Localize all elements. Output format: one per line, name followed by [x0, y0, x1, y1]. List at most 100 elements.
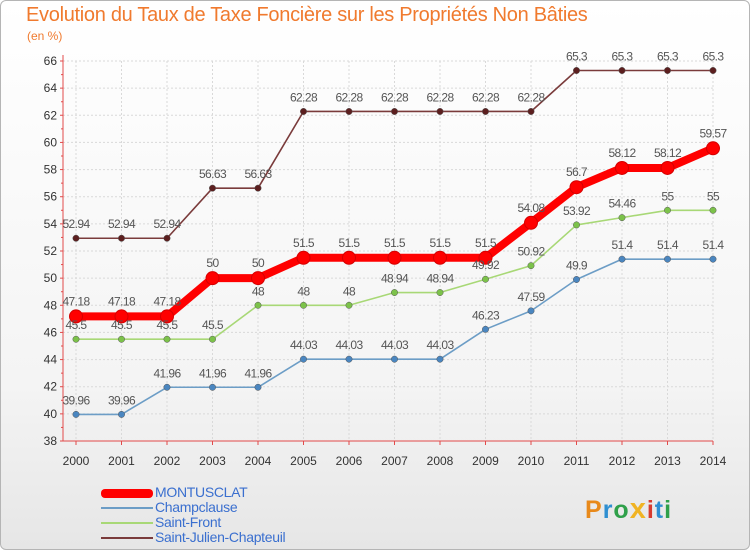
data-point: [569, 180, 584, 195]
data-point: [618, 214, 626, 222]
data-point: [573, 67, 580, 74]
data-label: 51.5: [384, 236, 406, 250]
data-label: 62.28: [517, 90, 545, 104]
data-point: [209, 184, 216, 192]
data-point: [618, 255, 626, 263]
data-label: 44.03: [426, 338, 454, 352]
x-tick-label: 2012: [609, 454, 636, 468]
data-label: 48: [343, 284, 356, 298]
data-label: 41.96: [244, 366, 272, 380]
data-point: [482, 108, 489, 115]
data-point: [345, 301, 353, 309]
legend-swatch: [101, 522, 153, 524]
data-label: 62.28: [426, 90, 454, 104]
data-point: [433, 250, 447, 265]
data-label: 52.94: [62, 217, 90, 231]
data-point: [114, 309, 129, 324]
data-point: [300, 108, 307, 115]
x-tick-label: 2008: [427, 454, 454, 468]
legend-label: Saint-Julien-Chapteuil: [155, 529, 286, 545]
data-point: [478, 250, 493, 265]
data-point: [296, 250, 311, 265]
y-tick-label: 60: [44, 135, 58, 149]
data-point: [209, 383, 216, 391]
data-label: 54.46: [608, 197, 636, 211]
y-tick-label: 56: [44, 190, 58, 204]
y-tick-label: 52: [44, 244, 58, 258]
y-unit-label: (en %): [27, 29, 63, 43]
y-tick-label: 42: [44, 380, 58, 394]
data-label: 51.5: [339, 236, 361, 250]
data-point: [118, 234, 125, 242]
proxiti-logo: Proxiti: [585, 493, 672, 526]
x-tick-label: 2009: [472, 454, 499, 468]
data-point: [391, 108, 398, 115]
data-label: 48: [297, 284, 310, 298]
data-label: 44.03: [335, 338, 363, 352]
data-point: [118, 410, 125, 418]
data-label: 56.63: [199, 167, 227, 181]
data-point: [391, 355, 398, 363]
data-label: 51.5: [475, 236, 497, 250]
data-label: 58.12: [608, 146, 636, 160]
data-point: [300, 301, 307, 309]
data-label: 62.28: [290, 90, 318, 104]
data-label: 56.7: [566, 165, 588, 179]
data-label: 45.5: [202, 318, 224, 332]
data-point: [209, 335, 216, 343]
y-tick-label: 58: [44, 163, 58, 177]
y-tick-label: 50: [44, 271, 58, 285]
data-label: 44.03: [290, 338, 318, 352]
data-point: [72, 335, 80, 343]
data-label: 52.94: [108, 217, 136, 231]
data-label: 51.5: [293, 236, 315, 250]
y-tick-label: 44: [44, 353, 58, 367]
legend-label: Champclause: [155, 499, 238, 515]
data-point: [618, 67, 626, 74]
data-label: 48: [252, 284, 265, 298]
data-label: 62.28: [335, 90, 363, 104]
data-label: 48.94: [381, 272, 409, 286]
data-point: [254, 184, 262, 192]
data-label: 47.59: [517, 290, 545, 304]
data-point: [118, 335, 125, 343]
data-point: [573, 276, 580, 283]
data-point: [436, 289, 444, 296]
data-point: [72, 410, 80, 418]
data-point: [664, 206, 671, 214]
data-label: 65.3: [612, 50, 634, 64]
data-point: [342, 250, 356, 265]
data-label: 51.4: [703, 238, 725, 252]
data-label: 41.96: [199, 366, 227, 380]
x-tick-label: 2013: [654, 454, 681, 468]
x-tick-label: 2014: [700, 454, 727, 468]
data-label: 45.5: [157, 318, 179, 332]
data-label: 39.96: [62, 393, 90, 407]
data-label: 47.18: [108, 294, 136, 308]
data-point: [205, 271, 220, 286]
data-label: 47.18: [62, 294, 90, 308]
data-point: [163, 383, 171, 391]
data-label: 48.94: [426, 272, 454, 286]
x-tick-label: 2007: [381, 454, 408, 468]
data-label: 49.92: [472, 258, 500, 272]
logo-letter: i: [646, 496, 655, 524]
data-label: 62.28: [381, 90, 409, 104]
data-point: [527, 262, 535, 270]
data-label: 50.92: [517, 245, 545, 259]
data-label: 45.5: [66, 318, 88, 332]
x-tick-label: 2002: [154, 454, 181, 468]
y-tick-label: 38: [44, 434, 58, 448]
logo-letter: t: [654, 496, 665, 524]
data-label: 52.94: [153, 217, 181, 231]
data-label: 53.92: [563, 204, 591, 218]
data-point: [709, 255, 717, 263]
data-label: 51.4: [612, 238, 634, 252]
data-label: 54.08: [517, 201, 545, 215]
x-tick-label: 2004: [245, 454, 272, 468]
data-label: 51.4: [657, 238, 679, 252]
y-tick-label: 54: [44, 217, 58, 231]
data-label: 44.03: [381, 338, 409, 352]
